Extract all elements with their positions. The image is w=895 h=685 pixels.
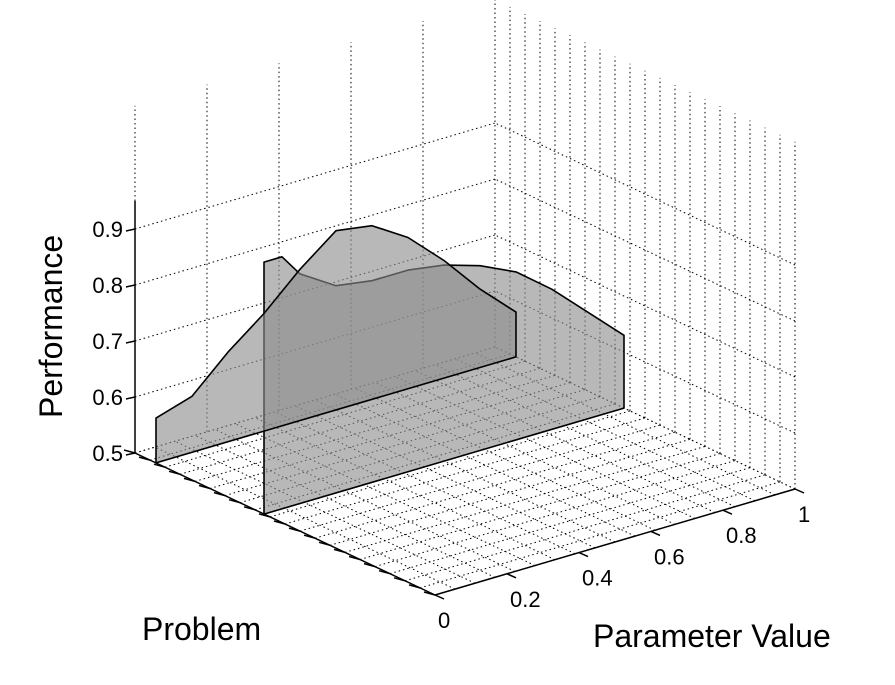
side-wall-grid-line — [494, 346, 796, 490]
problem-tick-mark — [273, 520, 286, 525]
problem-tick-mark — [138, 456, 151, 461]
floor-grid-line — [254, 417, 556, 561]
y-axis-title: Problem — [142, 611, 261, 647]
labels-layer: 0 0.2 0.4 0.6 0.8 1 0.5 0.6 0.7 0.8 0.9 — [92, 217, 810, 633]
side-wall-grid-line — [494, 234, 796, 378]
problem-tick-mark — [198, 484, 211, 490]
z-tick-label: 0.9 — [92, 217, 123, 242]
side-wall-grid-line — [494, 290, 796, 434]
x-tick-mark — [722, 509, 733, 515]
floor-grid-line — [334, 393, 636, 537]
floor-grid-line — [434, 364, 736, 508]
z-tick-label: 0.6 — [92, 385, 123, 410]
problem-tick-mark — [363, 562, 376, 568]
x-tick-label: 1 — [798, 502, 810, 527]
x-tick-label: 0.2 — [510, 587, 541, 612]
problem-tick-mark — [123, 449, 136, 454]
problem-tick-mark — [288, 527, 301, 532]
back-wall-grid-line — [134, 122, 496, 230]
problem-tick-mark — [378, 569, 391, 575]
x-tick-mark — [650, 530, 661, 537]
x-tick-mark — [434, 594, 445, 600]
floor-grid-line — [414, 370, 716, 514]
x-tick-mark — [578, 551, 589, 558]
x-tick-mark — [506, 573, 517, 579]
z-tick-label: 0.7 — [92, 329, 123, 354]
floor-grid-line — [174, 440, 476, 584]
x-tick-label: 0.4 — [582, 566, 613, 591]
floor-grid-line — [354, 387, 656, 531]
floor-grid-line — [314, 399, 616, 543]
z-tick-mark — [125, 284, 136, 288]
x-tick-mark — [794, 488, 805, 494]
floor-grid-line — [474, 352, 776, 496]
problem-tick-mark — [333, 548, 346, 554]
x-axis-title: Parameter Value — [593, 618, 831, 654]
x-tick-label: 0.8 — [726, 523, 757, 548]
side-wall-grid-line — [494, 178, 796, 322]
floor-grid-line — [154, 446, 456, 590]
x-axis-line — [434, 488, 796, 596]
problem-tick-mark — [258, 513, 271, 518]
front-slice-area — [155, 224, 517, 464]
problem-tick-mark — [228, 498, 241, 504]
problem-tick-mark — [183, 477, 196, 483]
z-tick-label: 0.5 — [92, 441, 123, 466]
floor-grid-line — [394, 375, 696, 519]
problem-tick-mark — [243, 506, 256, 511]
z-tick-mark — [125, 228, 136, 232]
problem-tick-mark — [213, 491, 226, 497]
problem-tick-mark — [393, 577, 406, 582]
z-axis-title: Performance — [33, 235, 69, 418]
problem-tick-mark — [318, 541, 331, 547]
floor-grid-line — [234, 423, 536, 567]
problem-tick-mark — [348, 555, 361, 561]
problem-tick-mark — [303, 534, 316, 539]
floor-grid-line — [294, 405, 596, 549]
floor-grid-line — [214, 428, 516, 572]
floor-grid-line — [374, 381, 676, 525]
floor-grid-line — [454, 358, 756, 502]
problem-tick-mark — [153, 463, 166, 468]
floor-grid-line — [194, 434, 496, 578]
problem-tick-mark — [408, 584, 421, 589]
axis-layer — [123, 201, 805, 600]
z-tick-label: 0.8 — [92, 273, 123, 298]
z-tick-mark — [125, 452, 136, 456]
z-tick-mark — [125, 340, 136, 344]
problem-tick-mark — [168, 470, 181, 476]
grid-layer — [134, 0, 796, 596]
side-wall-grid-line — [494, 122, 796, 266]
floor-grid-line — [274, 411, 576, 555]
x-tick-label: 0.6 — [654, 544, 685, 569]
problem-tick-mark — [423, 591, 436, 596]
slices-layer — [155, 224, 625, 515]
z-tick-mark — [125, 396, 136, 400]
x-tick-label: 0 — [438, 608, 450, 633]
